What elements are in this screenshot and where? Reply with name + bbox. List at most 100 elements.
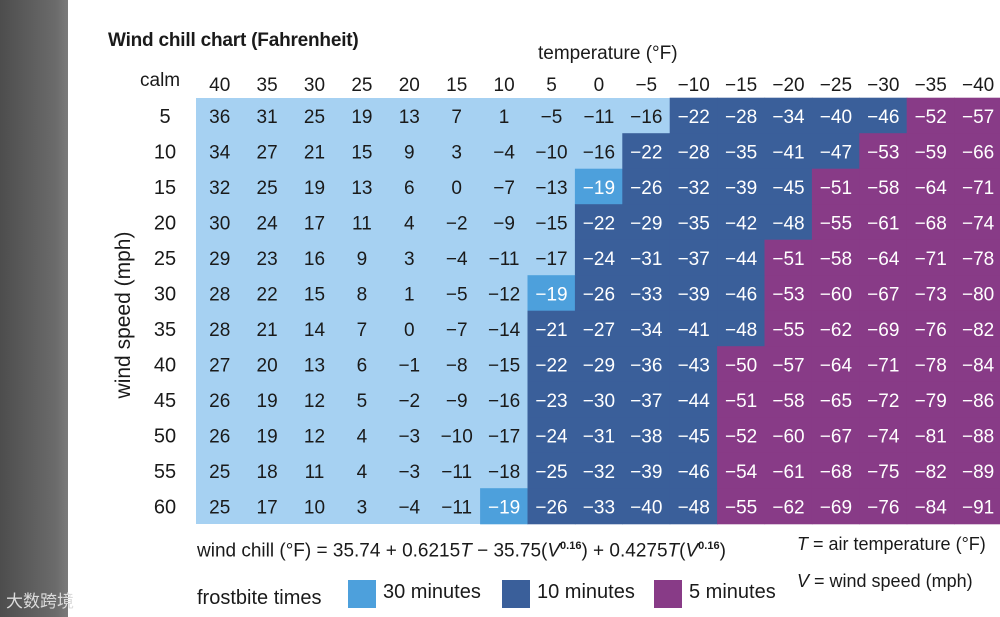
zone-cell-bg: [811, 417, 860, 454]
table-cell: −10: [441, 426, 473, 447]
table-cell: 16: [304, 249, 325, 270]
y-tick-label: 20: [154, 212, 176, 234]
table-cell: −44: [725, 249, 758, 270]
table-cell: −72: [867, 391, 899, 412]
table-cell: −55: [725, 497, 757, 518]
zone-cell-bg: [811, 381, 860, 418]
y-tick-label: 45: [154, 390, 176, 412]
table-cell: −12: [488, 284, 520, 305]
table-cell: 29: [209, 249, 230, 270]
zone-cell-bg: [622, 452, 671, 489]
table-cell: −24: [583, 249, 616, 270]
t-symbol: T: [797, 534, 808, 554]
table-cell: −16: [630, 107, 662, 128]
table-cell: −88: [962, 426, 994, 447]
table-cell: −47: [820, 142, 852, 163]
table-cell: −5: [446, 284, 468, 305]
canvas-side-edge: [0, 0, 80, 617]
zone-cell-bg: [906, 168, 955, 205]
zone-cell-bg: [717, 97, 766, 134]
table-cell: −33: [583, 497, 615, 518]
table-cell: −29: [630, 213, 662, 234]
zone-cell-bg: [527, 346, 576, 383]
table-cell: −51: [772, 249, 804, 270]
zone-cell-bg: [764, 417, 813, 454]
table-cell: 6: [357, 355, 368, 376]
table-cell: −19: [535, 284, 567, 305]
table-cell: −31: [630, 249, 662, 270]
table-cell: −41: [772, 142, 804, 163]
table-cell: 27: [209, 355, 230, 376]
table-cell: −26: [583, 284, 615, 305]
table-cell: −84: [915, 497, 948, 518]
legend-swatch-5-minutes: [654, 580, 682, 608]
table-cell: −35: [725, 142, 757, 163]
table-cell: −78: [915, 355, 947, 376]
zone-cell-bg: [764, 452, 813, 489]
t-definition: T = air temperature (°F): [797, 534, 986, 555]
table-cell: 25: [257, 178, 278, 199]
table-cell: −82: [962, 320, 994, 341]
table-cell: −4: [493, 142, 515, 163]
table-cell: 13: [351, 178, 372, 199]
table-cell: −23: [535, 391, 567, 412]
table-cell: 9: [404, 142, 415, 163]
table-cell: 8: [357, 284, 368, 305]
table-cell: 25: [209, 462, 230, 483]
zone-cell-bg: [954, 452, 1000, 489]
zone-cell-bg: [622, 239, 671, 276]
table-cell: 24: [257, 213, 279, 234]
table-cell: −17: [488, 426, 520, 447]
table-cell: −65: [820, 391, 852, 412]
table-cell: 7: [451, 107, 462, 128]
zone-cell-bg: [527, 275, 576, 312]
table-cell: 22: [257, 284, 278, 305]
zone-cell-bg: [717, 168, 766, 205]
table-cell: −55: [820, 213, 852, 234]
table-cell: −34: [772, 107, 805, 128]
table-cell: −71: [867, 355, 899, 376]
zone-cell-bg: [954, 204, 1000, 241]
table-cell: −67: [867, 284, 899, 305]
table-cell: −40: [820, 107, 852, 128]
table-cell: 4: [357, 426, 368, 447]
zone-cell-bg: [954, 275, 1000, 312]
table-cell: −86: [962, 391, 994, 412]
x-tick-label: −35: [915, 75, 947, 96]
table-cell: 11: [305, 462, 325, 483]
table-cell: −15: [535, 213, 567, 234]
table-cell: 20: [257, 355, 278, 376]
table-cell: 26: [209, 426, 230, 447]
watermark: 大数跨境: [6, 592, 74, 611]
table-cell: −53: [867, 142, 899, 163]
formula-end: ): [719, 540, 726, 562]
zone-cell-bg: [574, 204, 623, 241]
formula-mid3: (: [679, 540, 686, 562]
table-cell: 6: [404, 178, 415, 199]
zone-cell-bg: [906, 310, 955, 347]
formula-exp1: 0.16: [560, 540, 582, 552]
table-cell: −53: [772, 284, 804, 305]
zone-cell-bg: [669, 417, 718, 454]
y-tick-label: 40: [154, 354, 176, 376]
table-cell: −57: [772, 355, 804, 376]
zone-cell-bg: [906, 452, 955, 489]
x-tick-label: 20: [399, 75, 420, 96]
zone-cell-bg: [859, 239, 908, 276]
table-cell: −48: [725, 320, 757, 341]
table-cell: −76: [867, 497, 899, 518]
table-cell: −42: [725, 213, 757, 234]
table-cell: 0: [451, 178, 462, 199]
zone-cell-bg: [622, 488, 671, 525]
y-tick-label: 5: [159, 106, 170, 128]
table-cell: 3: [357, 497, 368, 518]
x-tick-label: −5: [635, 75, 657, 96]
zone-cell-bg: [574, 168, 623, 205]
zone-cell-bg: [717, 204, 766, 241]
zone-cell-bg: [574, 417, 623, 454]
formula-exp2: 0.16: [698, 540, 720, 552]
table-cell: −44: [678, 391, 711, 412]
y-tick-label: 30: [154, 283, 176, 305]
table-cell: 19: [257, 426, 278, 447]
zone-cell-bg: [527, 488, 576, 525]
